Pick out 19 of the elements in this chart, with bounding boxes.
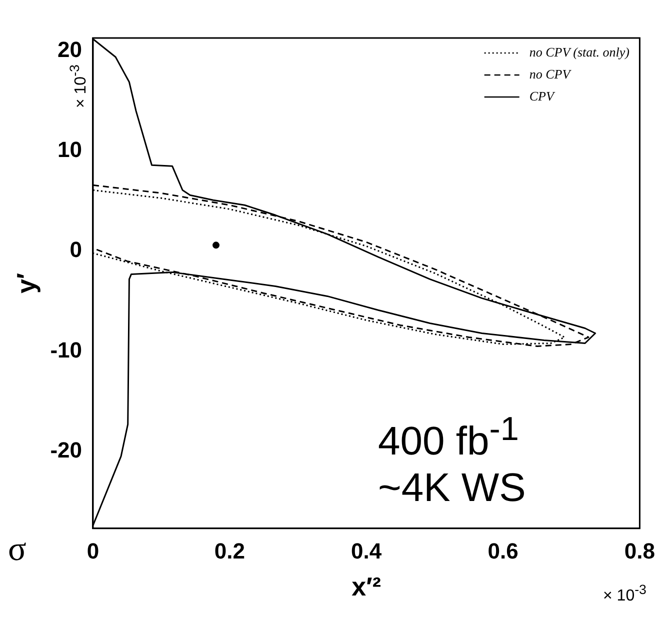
y-tick-label: -20 (50, 437, 82, 462)
text: σ (8, 531, 26, 568)
text: × 10$^{-3}$ (603, 582, 646, 604)
y-tick-label: 0 (70, 237, 82, 262)
x-tick-label: 0.2 (214, 538, 245, 564)
annotation: ~4K WS (378, 466, 526, 510)
y-axis-title: y′ (10, 272, 41, 294)
x-tick-label: 0.8 (624, 538, 656, 564)
y-tick-label: 10 (58, 137, 82, 162)
legend-label: no CPV (529, 66, 572, 82)
x-tick-label: 0 (86, 538, 100, 564)
x-tick-label: 0.4 (351, 538, 382, 564)
y-tick-label: 20 (58, 37, 82, 62)
annotation: 400 fb$^{-1}$ (378, 411, 519, 464)
y-tick-label: -10 (50, 337, 82, 362)
x-tick-label: 0.6 (488, 538, 518, 564)
x-axis-title: x′² (352, 572, 382, 602)
legend-label: no CPV (stat. only) (529, 44, 630, 60)
legend-label: CPV (529, 88, 556, 104)
